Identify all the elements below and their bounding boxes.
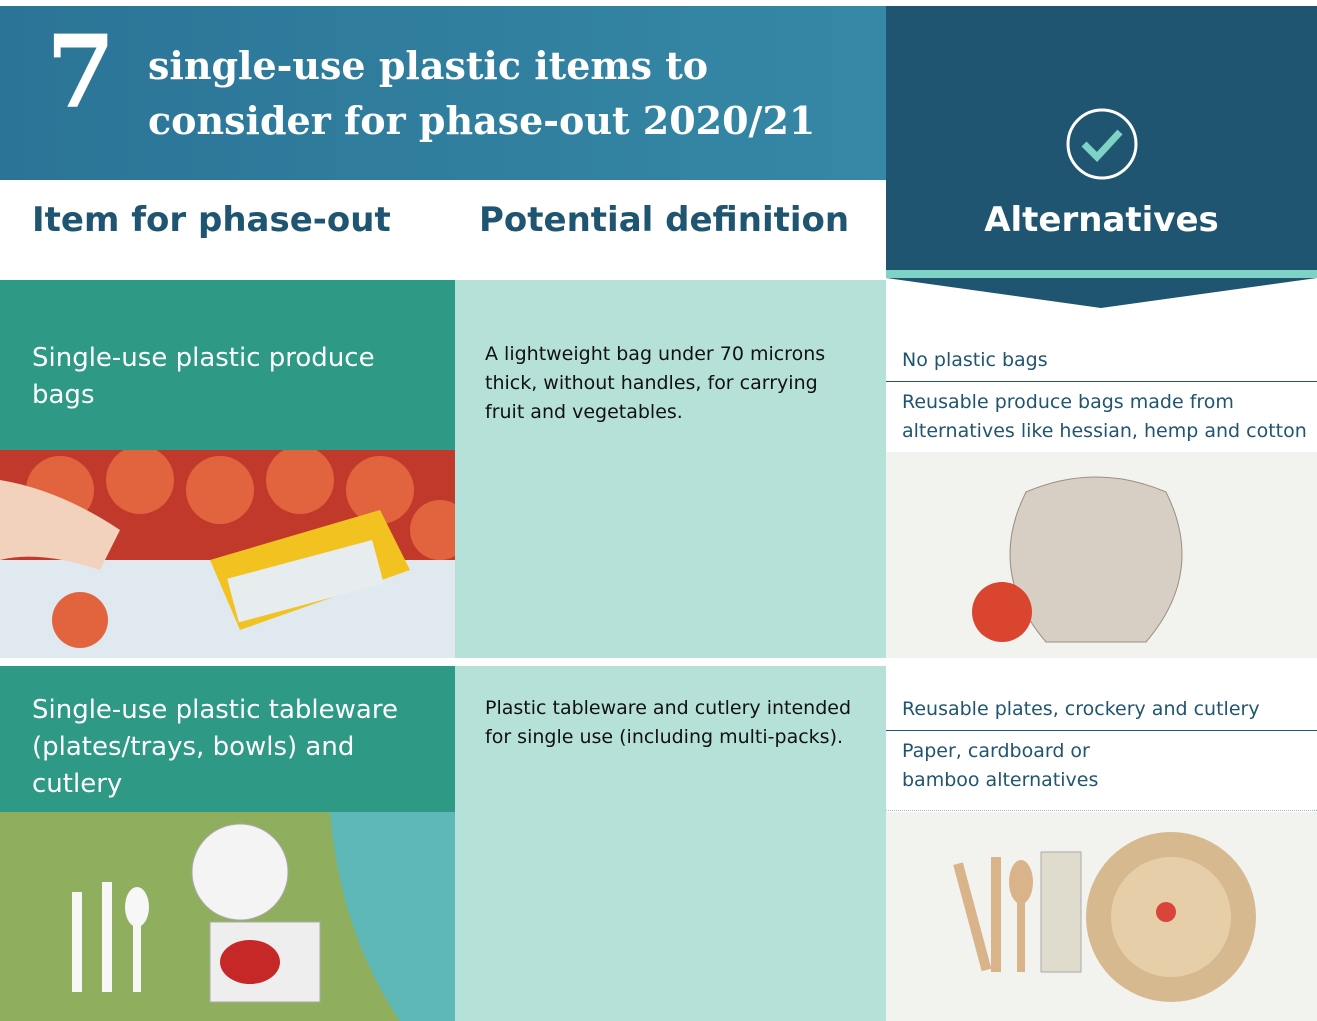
title-line: consider for phase-out 2020/21 <box>148 93 815 148</box>
alternative: Reusable plates, crockery and cutlery <box>886 689 1317 731</box>
alternative: Reusable produce bags made from alternat… <box>886 382 1317 453</box>
item-cell: Single-use plastic tableware (plates/tra… <box>0 666 455 812</box>
column-header: Potential definition <box>479 200 849 240</box>
alternatives-list: Reusable plates, crockery and cutlery Pa… <box>886 689 1317 801</box>
alternative: No plastic bags <box>886 340 1317 382</box>
header-title: single-use plastic items to consider for… <box>148 38 815 148</box>
arrow <box>886 278 1317 310</box>
produce-bag-image <box>0 450 455 658</box>
bamboo-tableware-image <box>886 812 1317 1021</box>
definition-cell: Plastic tableware and cutlery intended f… <box>455 666 886 1021</box>
alternatives-list: No plastic bags Reusable produce bags ma… <box>886 340 1317 453</box>
header-number: 7 <box>46 22 116 122</box>
cotton-bag-image <box>886 452 1317 658</box>
accent-band <box>886 270 1317 278</box>
column-header: Alternatives <box>886 200 1317 240</box>
title-line: single-use plastic items to <box>148 38 815 93</box>
infographic: 7 single-use plastic items to consider f… <box>0 0 1317 1021</box>
column-header: Item for phase-out <box>32 200 391 240</box>
item-cell: Single-use plastic produce bags <box>0 280 455 450</box>
check-icon <box>1062 104 1142 184</box>
alternative: Paper, cardboard or bamboo alternatives <box>886 731 1148 801</box>
tableware-image <box>0 812 455 1021</box>
divider <box>886 810 1317 811</box>
definition-cell: A lightweight bag under 70 microns thick… <box>455 280 886 658</box>
